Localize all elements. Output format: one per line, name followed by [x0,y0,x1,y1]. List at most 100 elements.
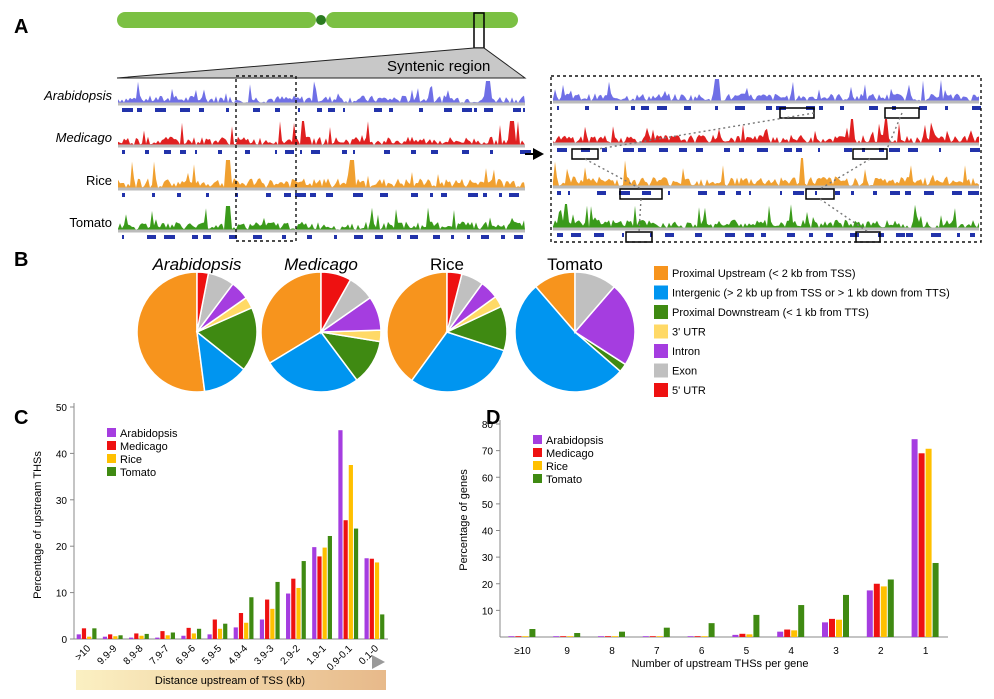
track-tomato-gene-model [501,235,505,239]
chart-c-bar-medicago-4-9-4 [238,613,244,639]
chart-c-ytick-label: 0 [61,635,67,646]
chart-d-bar-arabidopsis-8 [598,636,604,637]
chart-d-ytick-label: 30 [482,553,494,564]
chart-d-xtick-label: 8 [609,646,615,657]
track-arabidopsis-gene-model [180,108,190,112]
track-tomato-gene-model [433,235,440,239]
chart-d-bar-medicago-2 [873,583,880,637]
chart-d-xtick-label: 1 [923,646,929,657]
chart-d-bar-medicago-1 [918,453,925,637]
track-rice-zoom-gene-model [568,191,570,195]
chart-c-xtick-label: 6.9-6 [174,643,198,667]
track-rice-gene-model [326,193,333,197]
chart-d-legend-swatch-rice [533,461,542,470]
selected-window-box [235,75,297,242]
chart-c-bar-tomato-10 [92,628,97,639]
chart-c-bar-medicago-0-1-0 [369,558,374,639]
chart-c-bar-arabidopsis-8-9-8 [129,637,134,639]
chart-d-xtick-label: 6 [699,646,705,657]
track-arabidopsis-zoom-gene-model [840,106,844,110]
direction-arrow-icon [372,655,385,669]
pie-slice-rice-5-utr [446,271,463,333]
zoom-arrow-icon [533,148,544,160]
chart-c-bar-rice-10 [87,636,92,639]
chart-d-bar-arabidopsis-1 [911,439,918,637]
track-tomato-zoom-gene-model [826,233,833,237]
chart-d-ytick-label: 50 [482,500,494,511]
track-tomato-zoom-gene-model [745,233,754,237]
track-arabidopsis-gene-model [122,108,133,112]
chart-c-bar-tomato-3-9-3 [275,581,280,639]
chart-d-bar-rice-5 [746,634,753,637]
track-tomato-zoom-gene-model [809,233,813,237]
track-arabidopsis-zoom-gene-model [869,106,878,110]
chart-c-xlabel: Distance upstream of TSS (kb) [155,675,305,687]
track-label-arabidopsis: Arabidopsis [43,88,112,103]
chart-d-bar-rice-3 [836,619,842,637]
pie-legend-swatch-proximal-upstream [654,266,668,280]
track-tomato-gene-model [307,235,312,239]
chart-c-bar-tomato-9-9-9 [118,635,123,639]
track-arabidopsis-gene-model [513,108,521,112]
pie-legend-label-intergenic: Intergenic (> 2 kb up from TSS or > 1 kb… [672,288,950,300]
chart-c-bar-arabidopsis-7-9-7 [155,637,160,639]
track-medicago-gene-model [411,150,416,154]
track-rice-zoom-gene-model [668,191,670,195]
track-rice-zoom-gene-model [749,191,751,195]
chart-c-bar-rice-3-9-3 [270,608,275,639]
track-tomato-zoom-gene-model [896,233,905,237]
pie-title-tomato: Tomato [547,255,603,274]
chart-c-legend-label-arabidopsis: Arabidopsis [120,428,178,440]
chart-d-bar-arabidopsis-7 [642,636,649,637]
track-medicago-zoom-signal [553,119,979,143]
pie-title-medicago: Medicago [284,255,358,274]
track-rice-gene-model [441,193,447,197]
chart-c-bar-rice-4-9-4 [244,622,249,639]
track-medicago-gene-model [353,150,355,154]
chart-d-bar-medicago-5 [739,633,746,637]
chart-d-bar-medicago-10 [515,636,522,637]
track-tomato-zoom-gene-model [787,233,795,237]
track-medicago-signal [118,121,525,145]
track-arabidopsis-gene-model [343,108,345,112]
pie-slice-arabidopsis-proximal-downstream [195,306,258,371]
track-medicago-gene-model [180,150,186,154]
panel-label-a: A [14,16,28,38]
chart-c-xtick-label: 4.9-4 [226,643,250,667]
chart-c-bar-medicago-3-9-3 [265,599,270,639]
track-label-tomato: Tomato [69,215,112,230]
chart-d-ylabel: Percentage of genes [458,469,470,571]
chart-d-bar-rice-6 [701,636,708,637]
chart-d-bar-rice-8 [612,636,618,637]
distance-gradient-bar [76,670,386,690]
pie-slice-arabidopsis-proximal-upstream [136,271,206,393]
pie-slice-medicago-5-utr [320,271,352,335]
chart-d-bar-tomato-7 [663,627,670,637]
chart-c-bar-arabidopsis-0-1-0 [364,558,369,639]
track-arabidopsis-zoom-gene-model [557,106,559,110]
synteny-gene-box [625,231,653,243]
chart-c-legend-swatch-tomato [107,467,116,476]
chart-c-bar-medicago-6-9-6 [186,627,191,639]
chart-d-xtick-label: 3 [833,646,839,657]
chart-c-xtick-label: >10 [73,643,93,663]
chart-c-bar-tomato-5-9-5 [223,623,228,639]
track-rice-gene-model [430,193,433,197]
track-rice-zoom-signal [553,158,979,186]
pie-slice-tomato-intron [573,285,636,366]
track-medicago-gene-model [145,150,149,154]
track-rice-zoom-gene-model [835,191,840,195]
chart-d-bar-tomato-8 [619,631,625,637]
track-arabidopsis-zoom-gene-model [641,106,649,110]
synteny-connector [597,112,815,150]
track-tomato-gene-model [122,235,124,239]
pie-slice-rice-intergenic [410,331,506,393]
track-rice-gene-model [206,193,209,197]
pie-legend-label-intron: Intron [672,346,700,358]
chart-c-xtick-label: 5.9-5 [200,643,224,667]
track-medicago-gene-model [195,150,197,154]
genome-tracks-right [553,79,981,243]
chart-c-legend-swatch-rice [107,454,116,463]
chart-c-xtick-label: 3.9-3 [252,643,276,667]
